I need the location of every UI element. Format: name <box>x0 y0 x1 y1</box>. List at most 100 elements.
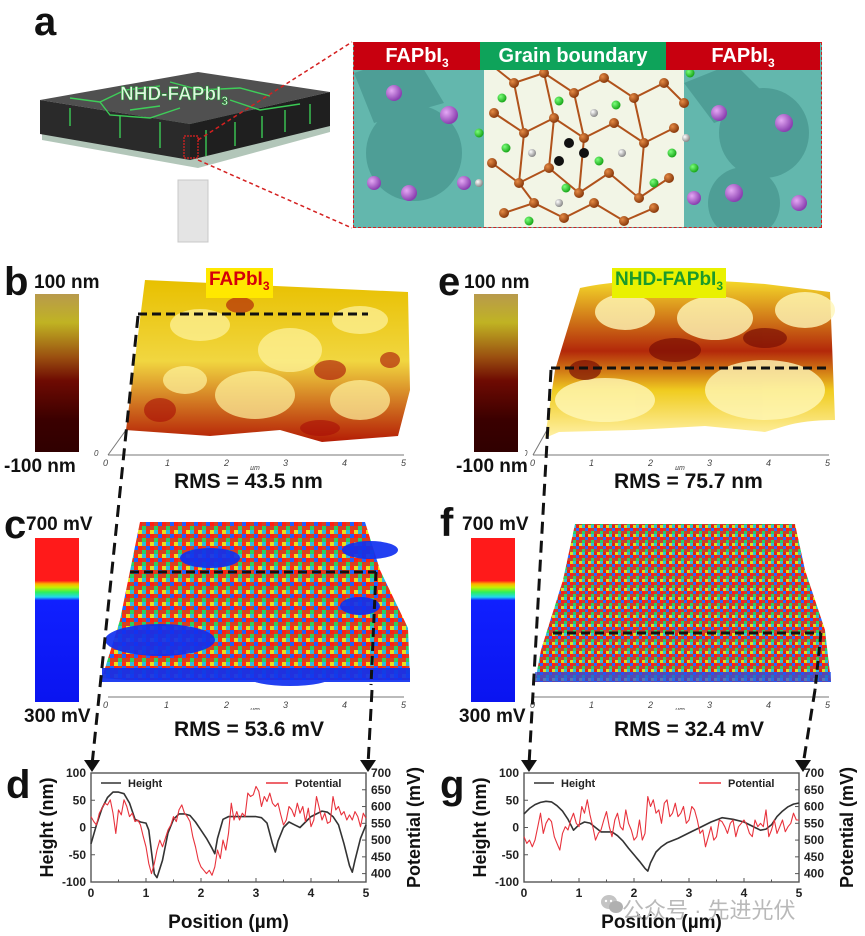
legend-label-height: Height <box>128 778 163 790</box>
y2-tick-label: 650 <box>371 783 391 797</box>
svg-text:2: 2 <box>223 700 229 710</box>
x-tick-label: 0 <box>521 886 528 900</box>
y-tick-label: -100 <box>62 875 86 889</box>
colorbar-e-height <box>474 294 518 452</box>
film-left-face <box>40 100 190 160</box>
afm-tag-fapbi3: FAPbI3 <box>206 268 273 298</box>
legend-label-potential: Potential <box>295 778 341 790</box>
y-tick-label: 50 <box>73 793 87 807</box>
colorbar-c-min-label: 300 mV <box>24 706 91 727</box>
zoom-region-box <box>183 135 199 159</box>
svg-text:5: 5 <box>401 458 407 468</box>
banner-fapbi3-left: FAPbI3 <box>354 42 480 70</box>
kpfm-potential-map-c: 0 1 2 3 4 5 µm <box>102 522 410 710</box>
chart-g-height-potential: 0 1 2 3 4 5100500-50-100700650600550500450400… <box>470 766 857 933</box>
x-axis-label: Position (µm) <box>601 912 722 933</box>
svg-text:5: 5 <box>825 458 831 468</box>
svg-text:1: 1 <box>589 458 594 468</box>
x-tick-label: 4 <box>741 886 748 900</box>
film-label: NHD-FAPbI3 <box>120 84 228 108</box>
y-axis-label: Height (nm) <box>37 778 57 878</box>
y2-tick-label: 450 <box>804 850 824 864</box>
x-tick-label: 2 <box>198 886 205 900</box>
afm-tag-nhd-fapbi3: NHD-FAPbI3 <box>612 268 727 298</box>
series-line-height <box>90 791 367 879</box>
afm-height-map-e: 0 1 2 3 4 5 µm 0 <box>525 279 835 470</box>
y-tick-label: -50 <box>69 848 87 862</box>
substrate-post <box>177 179 209 243</box>
panel-letter-f: f <box>440 501 454 545</box>
y-tick-label: 100 <box>66 766 86 780</box>
panel-letter-b: b <box>4 260 29 304</box>
afm-b-axis-ticks: 0 1 2 3 4 5 µm 0 <box>94 449 407 470</box>
svg-text:3: 3 <box>283 700 288 710</box>
svg-text:0: 0 <box>94 449 99 458</box>
y-tick-label: 0 <box>79 821 86 835</box>
svg-text:5: 5 <box>825 700 831 710</box>
y2-tick-label: 700 <box>804 766 824 780</box>
watermark: 公众号 · 先进光伏 <box>622 898 796 923</box>
svg-text:2: 2 <box>647 700 653 710</box>
colorbar-f-max-label: 700 mV <box>462 514 529 535</box>
y2-tick-label: 500 <box>371 833 391 847</box>
svg-text:0: 0 <box>525 449 528 458</box>
rms-b: RMS = 43.5 nm <box>174 470 323 493</box>
series-line-potential <box>90 785 367 876</box>
x-tick-label: 1 <box>143 886 150 900</box>
plot-frame <box>523 772 800 883</box>
afm-height-map-b: 0 1 2 3 4 5 µm 0 <box>94 280 410 470</box>
svg-text:4: 4 <box>766 700 771 710</box>
svg-text:4: 4 <box>342 458 347 468</box>
svg-text:3: 3 <box>707 700 712 710</box>
x-tick-label: 0 <box>88 886 95 900</box>
svg-text:µm: µm <box>675 707 685 710</box>
series-line-potential <box>523 795 799 851</box>
svg-text:µm: µm <box>250 707 260 710</box>
y2-tick-label: 700 <box>371 766 391 780</box>
svg-text:4: 4 <box>766 458 771 468</box>
panel-letter-e: e <box>438 260 461 304</box>
y2-tick-label: 500 <box>804 833 824 847</box>
y2-tick-label: 650 <box>804 783 824 797</box>
svg-text:1: 1 <box>589 700 594 710</box>
rms-f: RMS = 32.4 mV <box>614 718 764 741</box>
grain-boundary-lines <box>69 81 311 156</box>
x-tick-label: 5 <box>796 886 803 900</box>
film-top <box>40 72 330 124</box>
panel-letter-g: g <box>440 763 465 807</box>
svg-text:1: 1 <box>164 700 169 710</box>
y-tick-label: -100 <box>495 875 519 889</box>
svg-text:3: 3 <box>283 458 288 468</box>
y-axis-label: Height (nm) <box>470 778 490 878</box>
colorbar-e-max-label: 100 nm <box>464 272 530 293</box>
arrowhead-g-left <box>521 760 537 772</box>
rms-e: RMS = 75.7 nm <box>614 470 763 493</box>
arrowhead-g-right <box>795 760 811 772</box>
svg-text:0: 0 <box>103 458 108 468</box>
chart-d-height-potential: 0 1 2 3 4 5100500-50-100700650600550500450400… <box>37 766 424 933</box>
rms-c: RMS = 53.6 mV <box>174 718 324 741</box>
legend-label-height: Height <box>561 778 596 790</box>
kpfm-f-axis-ticks: 0 1 2 3 4 5 µm <box>530 700 831 710</box>
svg-text:2: 2 <box>223 458 229 468</box>
y2-tick-label: 400 <box>371 867 391 881</box>
y2-tick-label: 550 <box>371 816 391 830</box>
legend-label-potential: Potential <box>728 778 774 790</box>
svg-text:3: 3 <box>707 458 712 468</box>
x-tick-label: 3 <box>686 886 693 900</box>
x-tick-label: 2 <box>631 886 638 900</box>
banner-fapbi3-right: FAPbI3 <box>666 42 820 70</box>
colorbar-b-max-label: 100 nm <box>34 272 100 293</box>
panel-letter-d: d <box>6 763 31 807</box>
kpfm-potential-map-f: 0 1 2 3 4 5 µm <box>530 524 831 710</box>
y-tick-label: -50 <box>502 848 520 862</box>
svg-text:0: 0 <box>530 458 535 468</box>
colorbar-b-height <box>35 294 79 452</box>
film-right-face <box>190 92 330 160</box>
film-schematic: NHD-FAPbI3 <box>40 72 330 243</box>
molecular-structure-illustration <box>354 43 821 227</box>
svg-text:5: 5 <box>401 700 407 710</box>
x-tick-label: 5 <box>363 886 370 900</box>
svg-text:0: 0 <box>103 700 108 710</box>
